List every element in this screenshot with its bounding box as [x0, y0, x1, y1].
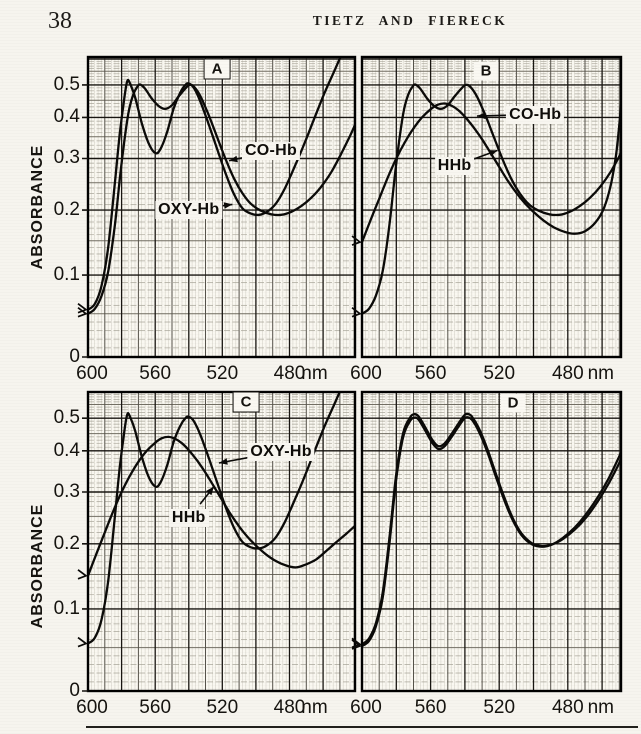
curve-hhb [89, 435, 354, 577]
y-tick-a-0.1: 0.1 [53, 264, 80, 286]
page-number: 38 [48, 8, 72, 34]
grid-medium-horizontal [88, 404, 355, 649]
panel-C-border [86, 390, 357, 693]
grid-major-vertical [120, 392, 324, 691]
curve-label-hhb-b: HHb [434, 156, 475, 175]
y-axis-ticks [82, 84, 88, 358]
x-axis-unit-d: nm [587, 697, 615, 718]
label-arrowhead-icon [488, 150, 498, 157]
panel-D [351, 390, 623, 693]
panel-letter-b: B [473, 61, 499, 81]
y-axis-title-top: ABSORBANCE [29, 144, 46, 270]
y-axis-ticks [82, 417, 88, 692]
label-arrowhead-icon [476, 112, 486, 120]
y-tick-c-0: 0 [69, 680, 80, 701]
y-tick-c-0.1: 0.1 [53, 597, 80, 619]
x-tick-d-480: 480 [551, 697, 584, 718]
curve-oxy-hb [89, 58, 342, 311]
curve-d-trace-2 [363, 412, 620, 646]
x-tick-a-560: 560 [139, 363, 172, 384]
curve-label-co-hb-a: CO-Hb [241, 142, 301, 161]
y-axis-title-bottom: ABSORBANCE [29, 503, 46, 629]
label-arrowhead-icon [229, 155, 238, 163]
page-bottom-rule [86, 726, 638, 729]
curve-label-co-hb-b: CO-Hb [506, 105, 565, 124]
panel-C-background [88, 392, 355, 691]
panel-D-border [360, 390, 623, 693]
grid-medium-vertical [378, 392, 620, 691]
curve-hhb [363, 102, 620, 243]
running-head: TIETZ AND FIERECK [312, 13, 508, 28]
x-tick-b-600: 600 [350, 363, 382, 384]
panel-B [351, 55, 623, 359]
curve-label-oxy-hb-a: OXY-Hb [155, 201, 223, 220]
x-tick-a-520: 520 [206, 363, 239, 384]
grid-fine-vertical [365, 57, 617, 357]
x-tick-b-480: 480 [551, 363, 584, 384]
x-axis-unit-a: nm [301, 363, 328, 384]
grid-major-horizontal [362, 417, 621, 610]
trace-start-arrow-icon [77, 569, 88, 580]
y-tick-c-0.5: 0.5 [53, 407, 80, 429]
y-tick-a-0.2: 0.2 [53, 199, 80, 221]
x-tick-b-520: 520 [483, 363, 516, 384]
x-tick-c-480: 480 [273, 697, 306, 718]
label-arrowhead-icon [206, 486, 214, 496]
trace-start-arrow-icon [351, 235, 362, 246]
grid-major-horizontal [362, 58, 621, 276]
panel-C [77, 390, 357, 693]
panel-letter-a: A [203, 58, 231, 80]
label-arrowhead-icon [219, 458, 228, 465]
x-axis-unit-b: nm [587, 363, 615, 384]
y-tick-c-0.4: 0.4 [53, 439, 80, 461]
y-tick-c-0.2: 0.2 [53, 532, 80, 554]
y-tick-a-0.3: 0.3 [53, 147, 80, 169]
grid-medium-horizontal [88, 70, 355, 315]
y-tick-a-0.5: 0.5 [53, 73, 80, 95]
trace-start-arrow-icon [351, 639, 362, 650]
curve-co-hb [363, 83, 620, 315]
x-tick-d-560: 560 [414, 697, 447, 718]
trace-start-arrow-icon [77, 636, 88, 648]
x-axis-unit-c: nm [301, 697, 328, 718]
y-tick-c-0.3: 0.3 [53, 480, 80, 502]
x-tick-c-600: 600 [76, 697, 108, 718]
x-tick-c-560: 560 [139, 697, 172, 718]
trace-start-arrow-icon [351, 307, 362, 318]
trace-start-arrow-icon [351, 637, 362, 649]
curve-label-oxy-hb-c: OXY-Hb [247, 442, 315, 461]
y-tick-a-0: 0 [69, 346, 80, 367]
panel-B-border [360, 55, 623, 359]
grid-fine-horizontal [362, 394, 621, 683]
label-arrowhead-icon [223, 202, 233, 209]
x-tick-c-520: 520 [206, 697, 239, 718]
x-tick-d-600: 600 [350, 697, 382, 718]
x-tick-a-600: 600 [76, 363, 108, 384]
grid-major-vertical [395, 392, 603, 691]
grid-fine-horizontal [88, 394, 355, 683]
x-tick-b-560: 560 [414, 363, 447, 384]
panel-letter-d: D [500, 393, 526, 413]
curve-oxy-hb [89, 393, 341, 645]
grid-medium-horizontal [362, 70, 621, 315]
panel-B-background [362, 57, 621, 357]
grid-medium-vertical [378, 57, 620, 357]
y-tick-a-0.4: 0.4 [53, 106, 80, 128]
grid-medium-horizontal [362, 404, 621, 649]
curve-label-hhb-c: HHb [168, 509, 209, 528]
grid-fine-vertical [91, 392, 354, 691]
x-tick-a-480: 480 [273, 363, 306, 384]
panel-letter-c: C [232, 391, 260, 413]
x-tick-d-520: 520 [483, 697, 516, 718]
trace-start-arrow-icon [77, 307, 88, 318]
trace-start-arrow-icon [77, 302, 88, 314]
curve-co-hb [89, 83, 354, 315]
panel-A-border [86, 55, 357, 359]
